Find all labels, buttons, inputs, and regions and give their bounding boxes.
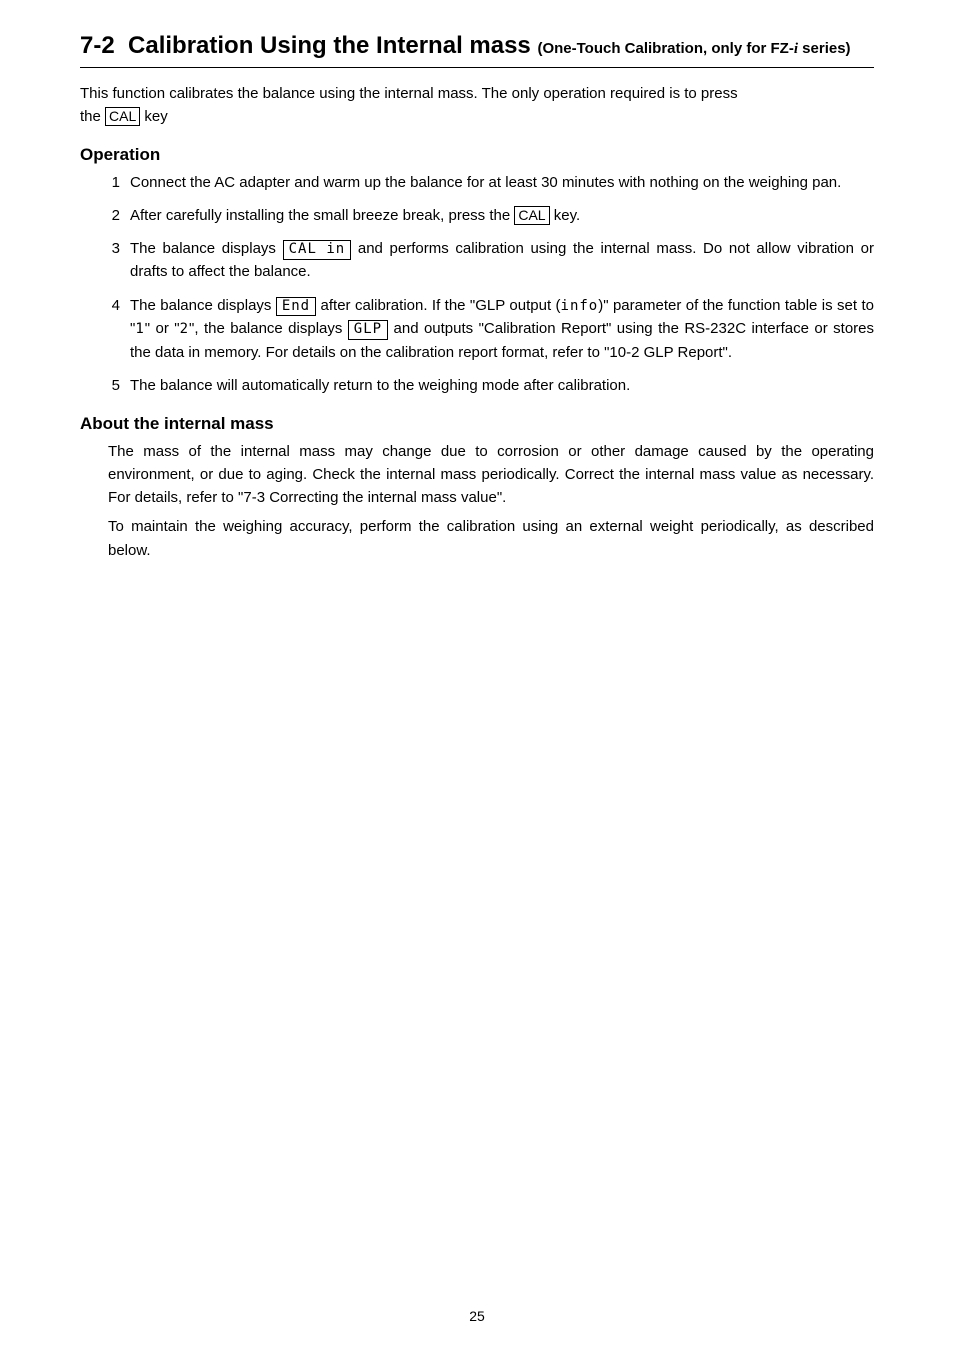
intro-line2-suffix: key xyxy=(140,108,168,125)
step2-suffix: key. xyxy=(550,207,581,224)
manual-page: 7-2 Calibration Using the Internal mass … xyxy=(0,0,954,1350)
lcd-info: info xyxy=(561,298,599,314)
section-sub-suffix: series) xyxy=(798,40,851,57)
lcd-end: End xyxy=(276,297,316,317)
step-body: The balance displays CAL in and performs… xyxy=(130,237,874,284)
step4-p1: The balance displays xyxy=(130,297,276,314)
operation-steps: 1 Connect the AC adapter and warm up the… xyxy=(108,171,874,398)
step-body: The balance will automatically return to… xyxy=(130,374,874,397)
section-title-main: Calibration Using the Internal mass xyxy=(128,32,531,59)
step-number: 3 xyxy=(108,237,130,284)
section-title-sub: (One-Touch Calibration, only for FZ-i se… xyxy=(537,40,850,57)
step-2: 2 After carefully installing the small b… xyxy=(108,204,874,227)
lcd-1: 1 xyxy=(135,321,144,337)
about-para1: The mass of the internal mass may change… xyxy=(108,440,874,510)
cal-key: CAL xyxy=(105,107,140,126)
about-block: The mass of the internal mass may change… xyxy=(108,440,874,562)
about-heading: About the internal mass xyxy=(80,414,874,434)
lcd-2: 2 xyxy=(180,321,189,337)
cal-key: CAL xyxy=(514,206,549,225)
step-number: 1 xyxy=(108,171,130,194)
intro-paragraph: This function calibrates the balance usi… xyxy=(80,82,874,129)
step-number: 4 xyxy=(108,294,130,365)
step-body: The balance displays End after calibrati… xyxy=(130,294,874,365)
step-number: 5 xyxy=(108,374,130,397)
section-title: 7-2 Calibration Using the Internal mass … xyxy=(80,30,874,68)
intro-line2-prefix: the xyxy=(80,108,105,125)
lcd-glp: GLP xyxy=(348,320,388,340)
step2-prefix: After carefully installing the small bre… xyxy=(130,207,514,224)
step4-p2: after calibration. If the "GLP output ( xyxy=(316,297,560,314)
about-para2: To maintain the weighing accuracy, perfo… xyxy=(108,515,874,562)
step4-p5: ", the balance displays xyxy=(189,320,348,337)
intro-line1: This function calibrates the balance usi… xyxy=(80,85,738,102)
step-body: After carefully installing the small bre… xyxy=(130,204,874,227)
operation-heading: Operation xyxy=(80,145,874,165)
step-3: 3 The balance displays CAL in and perfor… xyxy=(108,237,874,284)
lcd-calin: CAL in xyxy=(283,240,352,260)
step3-prefix: The balance displays xyxy=(130,240,283,257)
step-5: 5 The balance will automatically return … xyxy=(108,374,874,397)
step-number: 2 xyxy=(108,204,130,227)
step-4: 4 The balance displays End after calibra… xyxy=(108,294,874,365)
step-1: 1 Connect the AC adapter and warm up the… xyxy=(108,171,874,194)
step-body: Connect the AC adapter and warm up the b… xyxy=(130,171,874,194)
step4-p4: " or " xyxy=(145,320,180,337)
section-number: 7-2 xyxy=(80,32,115,59)
page-number: 25 xyxy=(0,1308,954,1324)
section-sub-prefix: (One-Touch Calibration, only for FZ- xyxy=(537,40,793,57)
